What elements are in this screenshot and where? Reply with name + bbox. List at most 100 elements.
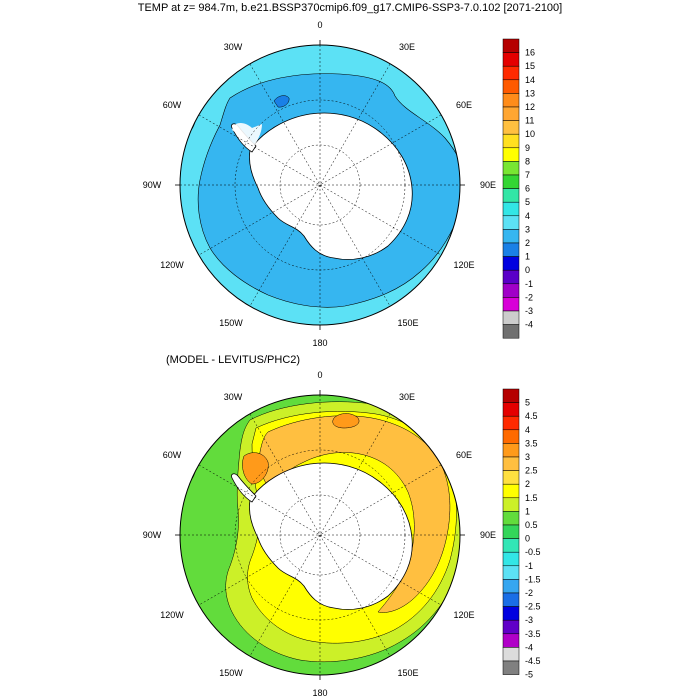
top-lon-ticks xyxy=(175,40,465,330)
bottom-lab-30e: 30E xyxy=(399,392,415,402)
top-colorbar-swatch xyxy=(502,188,520,203)
top-colorbar-label: 0 xyxy=(525,265,530,275)
top-lab-90w: 90W xyxy=(143,180,162,190)
top-ice-margin xyxy=(232,123,262,146)
top-colorbar-label: 16 xyxy=(525,48,535,58)
top-lab-120e: 120E xyxy=(453,260,474,270)
bottom-colorbar-label: -1 xyxy=(525,561,533,571)
top-colorbar-swatch xyxy=(502,229,520,244)
bottom-colorbar-swatch xyxy=(502,470,520,485)
difference-subtitle: (MODEL - LEVITUS/PHC2) xyxy=(166,354,301,366)
bottom-colorbar-swatch xyxy=(502,415,520,431)
bottom-warm-patch xyxy=(332,413,360,429)
bottom-colorbar-label: 3.5 xyxy=(525,438,538,448)
top-colorbar-label: 2 xyxy=(525,238,530,248)
top-colorbar-label: 11 xyxy=(525,116,534,126)
bottom-colorbar-swatch xyxy=(502,497,520,512)
top-colorbar-label: -4 xyxy=(525,320,533,330)
bottom-colorbar-label: 2 xyxy=(525,479,530,489)
bottom-colorbar-swatch xyxy=(502,524,520,539)
top-colorbar-swatch xyxy=(502,38,520,53)
top-lab-180: 180 xyxy=(312,338,327,348)
bottom-colorbar: 5 4.5 4 3.5 3 2.5 2 1.5 1 0.5 0 -0.5 -1 -1.5 -2 -2.5 -3 -… xyxy=(502,388,541,680)
top-colorbar-swatch xyxy=(502,147,520,162)
bottom-colorbar-label: 1 xyxy=(525,506,530,516)
top-lab-30e: 30E xyxy=(399,42,415,52)
top-colorbar-label: -1 xyxy=(525,279,533,289)
bottom-colorbar-label: 5 xyxy=(525,398,530,408)
top-colorbar-label: 8 xyxy=(525,156,530,166)
top-colorbar-swatch xyxy=(502,93,520,108)
bottom-colorbar-label: 1.5 xyxy=(525,493,538,503)
bottom-colorbar-label: -3 xyxy=(525,615,533,625)
bottom-colorbar-label: 0 xyxy=(525,534,530,544)
top-colorbar-label: 10 xyxy=(525,129,535,139)
bottom-lab-60w: 60W xyxy=(163,450,182,460)
top-colorbar-swatch xyxy=(502,256,520,271)
top-colorbar-label: 3 xyxy=(525,224,530,234)
bottom-colorbar-label: -4 xyxy=(525,642,533,652)
bottom-colorbar-swatch xyxy=(502,551,520,567)
bottom-colorbar-label: -5 xyxy=(525,670,533,680)
top-colorbar-swatch xyxy=(502,215,520,230)
figure-title: TEMP at z= 984.7m, b.e21.BSSP370cmip6.f0… xyxy=(137,2,563,14)
top-lab-120w: 120W xyxy=(160,260,184,270)
bottom-colorbar-label: -3.5 xyxy=(525,629,541,639)
top-antarctica xyxy=(249,112,413,260)
top-colorbar-label: 12 xyxy=(525,102,535,112)
top-lab-60w: 60W xyxy=(163,100,182,110)
bottom-lab-120e: 120E xyxy=(453,610,474,620)
top-colorbar-swatch xyxy=(502,324,520,339)
bottom-colorbar-swatch xyxy=(502,388,520,403)
top-colorbar-swatch xyxy=(502,52,520,67)
bottom-colorbar-label: 4 xyxy=(525,425,530,435)
top-polar-map: 0 30E 60E 90E 120E 150E 180 150W 120W 90… xyxy=(143,20,496,348)
bottom-lab-180: 180 xyxy=(312,688,327,698)
bottom-colorbar-swatch xyxy=(502,402,520,417)
bottom-antarctica xyxy=(249,462,413,610)
bottom-lab-0: 0 xyxy=(317,370,322,380)
bottom-colorbar-swatch xyxy=(502,619,520,635)
bottom-colorbar-swatch xyxy=(502,633,520,648)
top-colorbar-label: 14 xyxy=(525,75,535,85)
top-colorbar-swatch xyxy=(502,65,520,81)
bottom-colorbar-swatch xyxy=(502,443,520,458)
top-colorbar-swatch xyxy=(502,310,520,325)
bottom-colorbar-swatch xyxy=(502,579,520,594)
top-colorbar-swatch xyxy=(502,174,520,189)
top-colorbar-label: 4 xyxy=(525,211,530,221)
bottom-colorbar-swatch xyxy=(502,647,520,662)
top-colorbar-swatch xyxy=(502,133,520,149)
bottom-colorbar-swatch xyxy=(502,660,520,675)
bottom-colorbar-swatch xyxy=(502,456,520,471)
top-colorbar-swatch xyxy=(502,269,520,285)
top-lab-150e: 150E xyxy=(397,318,418,328)
bottom-lab-90w: 90W xyxy=(143,530,162,540)
top-lab-0: 0 xyxy=(317,20,322,30)
bottom-colorbar-swatch xyxy=(502,429,520,444)
top-colorbar-swatch xyxy=(502,283,520,298)
top-lab-150w: 150W xyxy=(219,318,243,328)
bottom-colorbar-label: 4.5 xyxy=(525,411,538,421)
top-colorbar-swatch xyxy=(502,120,520,135)
top-colorbar-label: 7 xyxy=(525,170,530,180)
bottom-lab-150w: 150W xyxy=(219,668,243,678)
top-colorbar-swatch xyxy=(502,297,520,312)
top-graticule xyxy=(180,45,460,325)
top-cold-patch xyxy=(273,95,290,108)
top-lab-30w: 30W xyxy=(224,42,243,52)
bottom-lab-90e: 90E xyxy=(480,530,496,540)
bottom-lab-30w: 30W xyxy=(224,392,243,402)
top-lab-60e: 60E xyxy=(456,100,472,110)
top-colorbar-label: -3 xyxy=(525,306,533,316)
bottom-colorbar-label: -2.5 xyxy=(525,602,541,612)
top-colorbar-label: 9 xyxy=(525,143,530,153)
bottom-colorbar-swatch xyxy=(502,511,520,526)
top-colorbar-swatch xyxy=(502,242,520,257)
bottom-colorbar-label: 2.5 xyxy=(525,466,538,476)
bottom-lon-ticks xyxy=(175,390,465,680)
bottom-colorbar-swatch xyxy=(502,606,520,621)
top-colorbar-swatch xyxy=(502,161,520,176)
